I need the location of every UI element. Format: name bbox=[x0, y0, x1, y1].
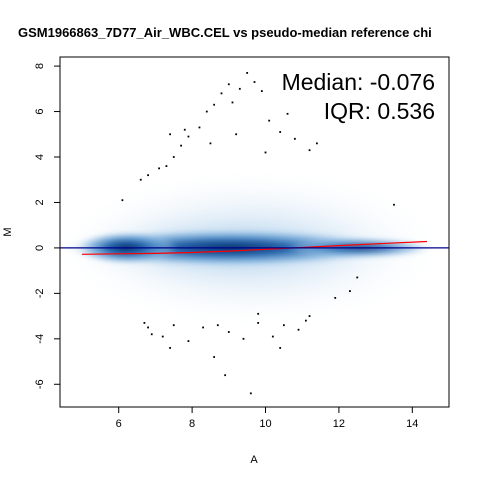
outlier-point bbox=[279, 131, 282, 133]
x-axis: 6 8 10 12 14 bbox=[116, 406, 418, 430]
y-tick-label: 0 bbox=[34, 245, 46, 251]
outlier-point bbox=[213, 103, 216, 106]
outlier-point bbox=[349, 290, 351, 292]
y-tick-label: 2 bbox=[34, 199, 46, 205]
outlier-point bbox=[238, 87, 241, 90]
y-tick-label: -6 bbox=[34, 379, 46, 389]
x-tick-label: 14 bbox=[406, 418, 418, 430]
outlier-point bbox=[180, 144, 183, 147]
outlier-point bbox=[268, 119, 271, 122]
outlier-point bbox=[213, 356, 216, 358]
chart-title: GSM1966863_7D77_Air_WBC.CEL vs pseudo-me… bbox=[18, 25, 432, 40]
outlier-point bbox=[121, 199, 124, 202]
outlier-point bbox=[271, 335, 274, 338]
outlier-point bbox=[279, 347, 282, 349]
outlier-point bbox=[260, 90, 263, 92]
y-tick-label: 6 bbox=[34, 108, 46, 114]
outlier-point bbox=[147, 174, 149, 177]
outlier-points bbox=[121, 72, 395, 395]
y-tick-label: -4 bbox=[34, 334, 46, 344]
outlier-point bbox=[150, 333, 153, 336]
outlier-point bbox=[227, 83, 230, 86]
outlier-point bbox=[293, 137, 296, 140]
outlier-point bbox=[356, 276, 359, 279]
iqr-annotation: IQR: 0.536 bbox=[324, 98, 435, 124]
outlier-point bbox=[172, 324, 175, 327]
outlier-point bbox=[334, 297, 337, 299]
x-tick-label: 10 bbox=[259, 418, 271, 430]
outlier-point bbox=[257, 312, 260, 315]
x-tick-label: 6 bbox=[116, 418, 122, 430]
y-axis: -6 -4 -2 0 2 4 6 8 bbox=[34, 63, 61, 389]
outlier-point bbox=[209, 142, 212, 145]
outlier-point bbox=[297, 328, 300, 331]
outlier-point bbox=[198, 126, 201, 129]
outlier-point bbox=[187, 340, 190, 342]
loess-fit-line bbox=[81, 240, 428, 255]
outlier-point bbox=[187, 135, 190, 138]
outlier-point bbox=[220, 92, 223, 95]
y-tick-label: 4 bbox=[34, 154, 46, 160]
outlier-point bbox=[246, 72, 249, 74]
x-tick-label: 8 bbox=[189, 418, 195, 430]
outlier-point bbox=[139, 178, 142, 181]
loess-fit-layer bbox=[81, 240, 428, 255]
x-axis-title: A bbox=[250, 454, 258, 466]
outlier-point bbox=[286, 112, 289, 115]
outlier-point bbox=[242, 337, 245, 340]
outlier-point bbox=[235, 133, 238, 136]
outlier-point bbox=[183, 128, 186, 131]
outlier-point bbox=[172, 156, 175, 158]
outlier-point bbox=[169, 133, 171, 136]
outlier-point bbox=[224, 374, 227, 377]
outlier-point bbox=[308, 315, 311, 317]
outlier-point bbox=[205, 110, 208, 113]
outlier-point bbox=[282, 324, 285, 327]
outlier-point bbox=[231, 101, 234, 104]
x-tick-label: 12 bbox=[333, 418, 345, 430]
outlier-point bbox=[147, 326, 149, 329]
y-axis-title: M bbox=[2, 227, 14, 236]
outlier-point bbox=[227, 331, 230, 333]
outlier-point bbox=[253, 81, 256, 83]
outlier-point bbox=[161, 335, 164, 338]
outlier-point bbox=[264, 151, 267, 154]
outlier-point bbox=[202, 326, 205, 329]
y-tick-label: -2 bbox=[34, 288, 46, 298]
outlier-point bbox=[315, 142, 318, 145]
outlier-point bbox=[169, 347, 171, 349]
outlier-point bbox=[158, 167, 160, 170]
outlier-point bbox=[308, 149, 311, 152]
outlier-point bbox=[249, 392, 252, 395]
median-annotation: Median: -0.076 bbox=[282, 69, 435, 95]
outlier-point bbox=[393, 203, 395, 206]
y-tick-label: 8 bbox=[34, 63, 46, 69]
outlier-point bbox=[165, 165, 168, 167]
outlier-point bbox=[257, 322, 260, 324]
outlier-point bbox=[216, 324, 219, 327]
outlier-point bbox=[304, 319, 307, 322]
outlier-point bbox=[143, 322, 146, 324]
